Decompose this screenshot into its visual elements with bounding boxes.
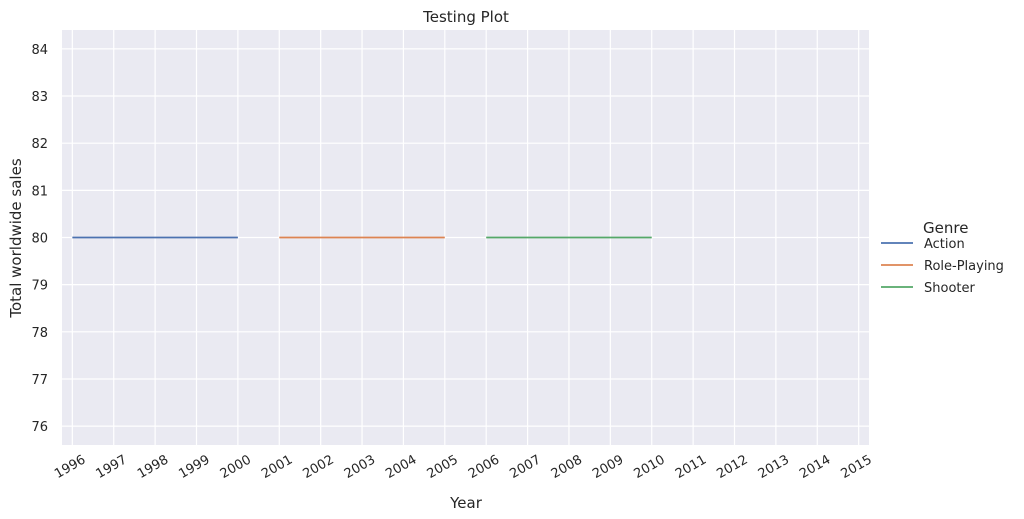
x-tick-label: 2008 (549, 452, 585, 482)
legend-label: Role-Playing (924, 259, 1004, 274)
x-tick-label: 2002 (300, 452, 336, 482)
x-tick-label: 2007 (507, 452, 543, 482)
x-tick-label: 2014 (797, 452, 833, 482)
y-tick-labels: 76 77 78 79 80 81 82 83 84 (31, 43, 48, 435)
x-tick-label: 2001 (259, 452, 295, 482)
x-axis-label: Year (449, 494, 483, 512)
x-tick-labels: 1996 1997 1998 1999 2000 2001 2002 2003 2004 2005… (52, 452, 874, 482)
x-tick-label: 2000 (218, 452, 254, 482)
x-tick-label: 2006 (466, 452, 502, 482)
x-tick-label: 2003 (342, 452, 378, 482)
legend-label: Action (924, 237, 965, 252)
x-tick-label: 2011 (673, 452, 709, 482)
y-tick-label: 77 (31, 373, 48, 388)
y-tick-label: 83 (31, 90, 48, 105)
legend: Genre Action Role-Playing Shooter (881, 219, 1004, 296)
y-tick-label: 80 (31, 232, 48, 247)
x-tick-label: 2012 (714, 452, 750, 482)
x-tick-label: 1996 (52, 452, 88, 482)
x-tick-label: 1997 (94, 452, 130, 482)
y-tick-label: 79 (31, 279, 48, 294)
x-tick-label: 2005 (425, 452, 461, 482)
y-tick-label: 82 (31, 137, 48, 152)
y-tick-label: 81 (31, 184, 48, 199)
x-tick-label: 1999 (176, 452, 212, 482)
x-tick-label: 1998 (135, 452, 171, 482)
y-axis-label: Total worldwide sales (7, 158, 25, 318)
x-tick-label: 2013 (756, 452, 792, 482)
x-tick-label: 2009 (590, 452, 626, 482)
y-tick-label: 76 (31, 420, 48, 435)
x-tick-label: 2010 (632, 452, 668, 482)
legend-label: Shooter (924, 281, 975, 296)
x-tick-label: 2015 (838, 452, 874, 482)
y-tick-label: 84 (31, 43, 48, 58)
x-tick-label: 2004 (383, 452, 419, 482)
chart-title: Testing Plot (422, 8, 509, 26)
legend-title: Genre (923, 219, 968, 237)
y-tick-label: 78 (31, 326, 48, 341)
